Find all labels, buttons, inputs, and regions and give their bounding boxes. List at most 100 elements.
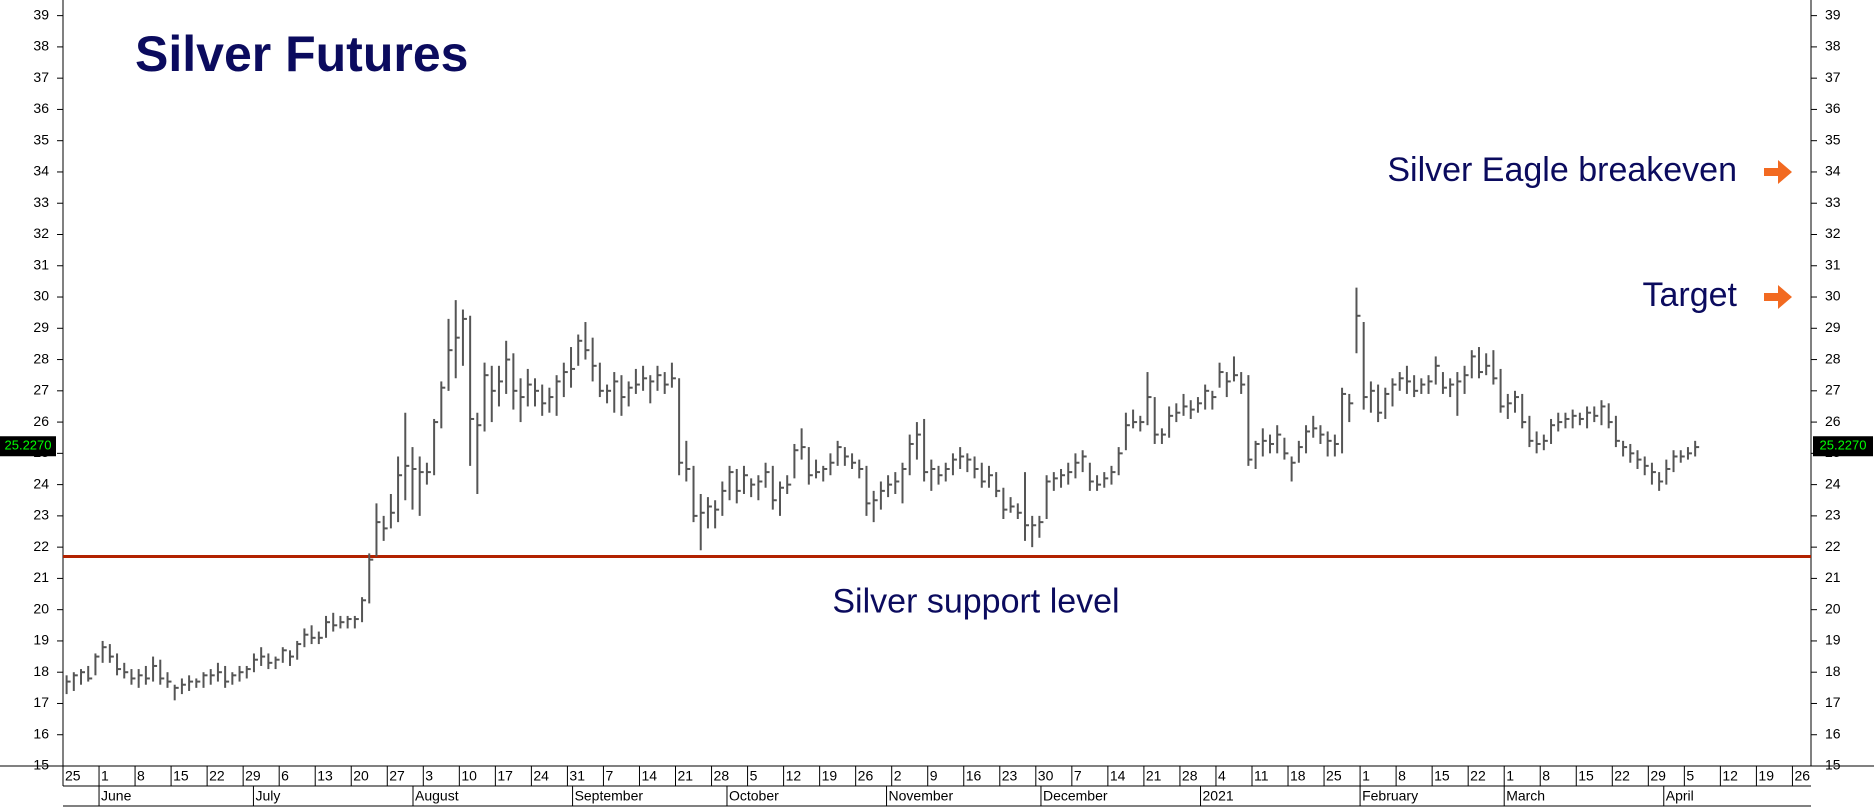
x-tick-label: 26 [1794,768,1810,784]
annotation: Target [1643,276,1738,314]
price-tag-label: 25.2270 [5,438,52,453]
x-tick-label: 1 [1506,768,1514,784]
y-tick-label: 27 [33,382,49,398]
x-tick-label: 12 [1722,768,1738,784]
month-label: August [415,788,459,804]
x-tick-label: 9 [930,768,938,784]
x-tick-label: 24 [533,768,549,784]
x-tick-label: 15 [173,768,189,784]
y-tick-label: 30 [33,288,49,304]
month-label: November [889,788,954,804]
y-tick-label: 30 [1825,288,1841,304]
x-tick-label: 12 [786,768,802,784]
y-tick-label: 18 [1825,663,1841,679]
y-tick-label: 35 [33,131,49,147]
y-tick-label: 26 [1825,413,1841,429]
price-tag [1813,436,1873,457]
x-tick-label: 11 [1254,768,1269,784]
y-tick-label: 22 [33,538,49,554]
y-tick-label: 32 [33,225,49,241]
month-label: December [1043,788,1108,804]
y-tick-label: 23 [1825,507,1841,523]
y-tick-label: 16 [33,725,49,741]
chart-title: Silver Futures [135,26,468,82]
y-tick-label: 33 [1825,194,1841,210]
x-tick-label: 8 [1398,768,1406,784]
x-tick-label: 29 [245,768,261,784]
y-tick-label: 38 [1825,38,1841,54]
y-tick-label: 24 [33,475,49,491]
month-label: October [729,788,779,804]
y-tick-label: 34 [1825,163,1841,179]
y-tick-label: 18 [33,663,49,679]
x-tick-label: 1 [1362,768,1370,784]
y-tick-label: 31 [1825,256,1841,272]
x-tick-label: 14 [1110,768,1126,784]
y-tick-label: 23 [33,507,49,523]
x-tick-label: 19 [822,768,838,784]
y-tick-label: 17 [1825,694,1841,710]
y-tick-label: 16 [1825,725,1841,741]
y-tick-label: 39 [33,6,49,22]
x-tick-label: 5 [1686,768,1694,784]
x-tick-label: 15 [1434,768,1450,784]
y-tick-label: 34 [33,163,49,179]
x-tick-label: 28 [714,768,730,784]
month-label: July [255,788,280,804]
x-tick-label: 31 [569,768,585,784]
y-tick-label: 19 [1825,632,1841,648]
y-tick-label: 21 [33,569,49,585]
price-tag [0,436,56,457]
x-tick-label: 22 [1470,768,1486,784]
x-tick-label: 5 [750,768,758,784]
x-tick-label: 17 [497,768,513,784]
x-tick-label: 3 [425,768,433,784]
x-tick-label: 10 [461,768,477,784]
x-tick-label: 28 [1182,768,1198,784]
y-tick-label: 29 [33,319,49,335]
y-tick-label: 39 [1825,6,1841,22]
y-tick-label: 26 [33,413,49,429]
month-label: March [1506,788,1545,804]
x-tick-label: 8 [137,768,145,784]
x-tick-label: 22 [209,768,225,784]
y-tick-label: 31 [33,256,49,272]
month-label: 2021 [1203,788,1234,804]
x-tick-label: 8 [1542,768,1550,784]
x-tick-label: 18 [1290,768,1306,784]
x-tick-label: 20 [353,768,369,784]
y-tick-label: 37 [33,69,49,85]
y-tick-label: 37 [1825,69,1841,85]
x-tick-label: 23 [1002,768,1018,784]
y-tick-label: 15 [1825,757,1841,773]
annotation-arrow [1764,159,1792,184]
x-tick-label: 25 [65,768,81,784]
y-tick-label: 36 [1825,100,1841,116]
x-tick-label: 29 [1650,768,1666,784]
x-tick-label: 13 [317,768,333,784]
y-tick-label: 21 [1825,569,1841,585]
x-tick-label: 1 [101,768,109,784]
x-tick-label: 14 [641,768,657,784]
y-tick-label: 35 [1825,131,1841,147]
x-tick-label: 25 [1326,768,1342,784]
x-tick-label: 4 [1218,768,1226,784]
annotation: Silver Eagle breakeven [1387,151,1737,189]
x-tick-label: 21 [1146,768,1162,784]
x-tick-label: 30 [1038,768,1054,784]
x-tick-label: 2 [894,768,902,784]
y-tick-label: 32 [1825,225,1841,241]
y-tick-label: 33 [33,194,49,210]
y-tick-label: 19 [33,632,49,648]
y-tick-label: 36 [33,100,49,116]
x-tick-label: 21 [678,768,694,784]
y-tick-label: 20 [1825,600,1841,616]
x-tick-label: 6 [281,768,289,784]
y-tick-label: 28 [1825,350,1841,366]
month-label: June [101,788,132,804]
x-tick-label: 15 [1578,768,1594,784]
y-tick-label: 24 [1825,475,1841,491]
y-tick-label: 29 [1825,319,1841,335]
price-tag-label: 25.2270 [1820,438,1867,453]
